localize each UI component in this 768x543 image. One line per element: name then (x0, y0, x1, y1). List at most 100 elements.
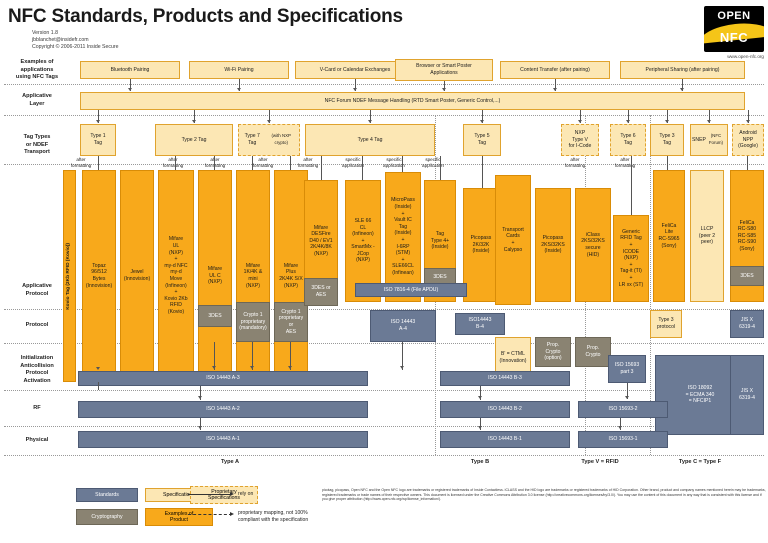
connector-drop-12 (667, 156, 668, 170)
tag-box-type1[interactable]: Type 1 Tag (80, 124, 116, 156)
connector-drop-13 (747, 156, 748, 170)
arrow-app3 (353, 88, 357, 91)
arrow-tag4 (368, 120, 372, 123)
tag-box-snep[interactable]: SNEP (NFC Forum) (690, 124, 728, 156)
connector-drop-7 (362, 156, 363, 180)
logo-url: www.open-nfc.org (727, 54, 764, 59)
crypto-crypto1-or-aes[interactable]: Crypto 1 proprietary or AES (274, 302, 308, 342)
app-box-content-transfer[interactable]: Content Transfer (after pairing) (500, 61, 610, 79)
connector-tag4 (370, 110, 371, 123)
spec-type3-protocol[interactable]: Type 3 protocol (650, 310, 682, 338)
connector-drop-10 (482, 156, 483, 188)
crypto-crypto1-mandatory[interactable]: Crypto 1 proprietary (mandatory) (236, 302, 270, 342)
app-box-browser[interactable]: Browser or Smart Poster Applications (395, 59, 493, 81)
product-topaz[interactable]: Topaz 96/512 Bytes (Innovision) (82, 170, 116, 382)
standard-iso14443-b4[interactable]: ISO14443 B-4 (455, 313, 505, 335)
arrow-app2 (237, 88, 241, 91)
standard-iso14443-b1[interactable]: ISO 14443 B-1 (440, 431, 570, 448)
standard-iso14443-a2[interactable]: ISO 14443 A-2 (78, 401, 368, 418)
arrow-snep (707, 120, 711, 123)
app-box-peripheral-sharing[interactable]: Peripheral Sharing (after pairing) (620, 61, 745, 79)
arrow-phys-a (198, 426, 202, 429)
standard-iso7816-4[interactable]: ISO 7816-4 (File APDU) (355, 283, 467, 297)
product-mifare-ul[interactable]: Mifare UL (NXP) + my-d NFC my-d Move (Infineon)… (158, 170, 194, 382)
product-picopass-2ks32ks[interactable]: Picopass 2KS/32KS (Inside) (535, 188, 571, 302)
separator-5 (4, 343, 764, 344)
product-sle66-smartmx[interactable]: SLE 66 CL (Infineon) + SmartMx - JCop (NXP) (345, 180, 381, 302)
arrow-a3-1 (96, 367, 100, 370)
row-label-initialization: Initialization Anticollision Protocol Activ… (20, 355, 54, 384)
product-picopass-2k32k[interactable]: Picopass 2K/32K (Inside) (463, 188, 499, 302)
product-generic-rfid-tag[interactable]: Generic RFID Tag + ICODE (NXP) + Tag-it (TI) + L… (613, 215, 649, 302)
legend-proprietary-mapping-label: proprietary mapping, not 100% compliant w… (238, 510, 309, 523)
label-after-formatting-1: after formatting (70, 157, 92, 168)
app-box-wifi[interactable]: Wi-Fi Pairing (189, 61, 289, 79)
arrow-rf-v (625, 396, 629, 399)
ndef-message-handling-bar[interactable]: NFC Forum NDEF Message Handling (RTD Sma… (80, 92, 745, 110)
row-label-applicative-protocol: Applicative Protocol (22, 283, 52, 297)
tag-box-type7[interactable]: Type 7 Tag (with NXP crypto) (238, 124, 300, 156)
arrow-phys-v (618, 426, 622, 429)
connector-rf-v (627, 383, 628, 399)
arrow-tagv (578, 120, 582, 123)
connector-phys-v (620, 418, 621, 430)
arrow-a3-4 (288, 366, 292, 369)
product-micropass[interactable]: MicroPass (Inside) + Vault IC Tag (Inside) + I-… (385, 172, 421, 302)
label-after-formatting-7: after formatting (614, 157, 636, 168)
standard-iso15693-part3[interactable]: ISO 15693 part 3 (608, 355, 646, 383)
tag-box-type6[interactable]: Type 6 Tag (610, 124, 646, 156)
connector-a3-2 (214, 342, 215, 370)
standard-iso14443-a1[interactable]: ISO 14443 A-1 (78, 431, 368, 448)
connector-drop-2 (175, 156, 176, 170)
app-box-vcard[interactable]: V-Card or Calendar Exchanges (295, 61, 415, 79)
product-iclass[interactable]: iClass 2KS/32KS secure (HID) (575, 188, 611, 302)
product-mifare-ulc[interactable]: Mifare UL C (NXP) (198, 170, 232, 382)
arrow-tag1 (96, 120, 100, 123)
kovio-tag-vertical-column[interactable]: Kovio Tag (2Kb RFID (Kovio)) (63, 170, 76, 382)
crypto-prop-crypto[interactable]: Prop. Crypto (575, 337, 611, 367)
standard-jisx-6319-4-lower[interactable]: JIS X 6319-4 (730, 355, 764, 435)
tag-box-type2[interactable]: Type 2 Tag (155, 124, 233, 156)
row-label-tag-types: Tag Types or NDEF Transport (23, 134, 51, 155)
spec-llcp[interactable]: LLCP (peer 2 peer) (690, 170, 724, 302)
legend-arrow-dashed-head (230, 512, 234, 516)
standard-iso14443-a3[interactable]: ISO 14443 A-3 (78, 371, 368, 386)
tag-box-type3[interactable]: Type 3 Tag (650, 124, 684, 156)
standard-iso14443-a4[interactable]: ISO 14443 A-4 (370, 310, 436, 342)
app-box-bluetooth[interactable]: Bluetooth Pairing (80, 61, 180, 79)
product-mifare-1k4k[interactable]: Mifare 1K/4K & mini (NXP) (236, 170, 270, 382)
arrow-app5 (553, 88, 557, 91)
product-felica-lite[interactable]: FeliCa Lite RC-S965 (Sony) (653, 170, 685, 302)
product-jewel[interactable]: Jewel (Innovision) (120, 170, 154, 382)
row-label-applicative-layer: Applicative Layer (22, 93, 52, 107)
connector-drop-4 (252, 156, 253, 170)
separator-3 (4, 164, 764, 165)
standard-iso15693-2[interactable]: ISO 15693-2 (578, 401, 668, 418)
crypto-3des-or-aes[interactable]: 3DES or AES (304, 278, 338, 306)
email-text: jbblanchet@insidefr.com (32, 37, 89, 44)
arrow-tag6 (626, 120, 630, 123)
separator-2 (4, 115, 764, 116)
connector-drop-9 (440, 156, 441, 180)
product-transport-cards[interactable]: Transport Cards + Calypso (495, 175, 531, 305)
connector-drop-5 (290, 156, 291, 170)
tag-box-type5[interactable]: Type 5 Tag (463, 124, 501, 156)
connector-drop-1 (98, 156, 99, 170)
tag-box-android-npp[interactable]: Android NPP (Google) (732, 124, 764, 156)
product-mifare-plus[interactable]: Mifare Plus 2K/4K S/X (NXP) (274, 170, 308, 382)
standard-jisx-6319-4-upper[interactable]: JIS X 6319-4 (730, 310, 764, 338)
crypto-3des-felica[interactable]: 3DES (730, 266, 764, 286)
standard-iso14443-b2[interactable]: ISO 14443 B-2 (440, 401, 570, 418)
crypto-prop-crypto-option[interactable]: Prop. Crypto (option) (535, 337, 571, 367)
standard-iso14443-b3[interactable]: ISO 14443 B-3 (440, 371, 570, 386)
connector-tag1 (98, 110, 99, 123)
label-after-formatting-2: after formatting (162, 157, 184, 168)
standard-iso15693-1[interactable]: ISO 15693-1 (578, 431, 668, 448)
label-after-formatting-6: after formatting (564, 157, 586, 168)
connector-tag3 (667, 110, 668, 123)
crypto-3des-ulc[interactable]: 3DES (198, 305, 232, 327)
legend-proprietary-specifications: Proprietary Specifications (190, 486, 258, 504)
connector-a3-5 (402, 342, 403, 370)
tag-box-type4[interactable]: Type 4 Tag (305, 124, 435, 156)
